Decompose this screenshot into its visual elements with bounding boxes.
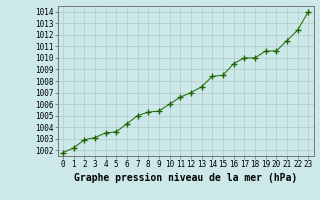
X-axis label: Graphe pression niveau de la mer (hPa): Graphe pression niveau de la mer (hPa) [74,173,297,183]
